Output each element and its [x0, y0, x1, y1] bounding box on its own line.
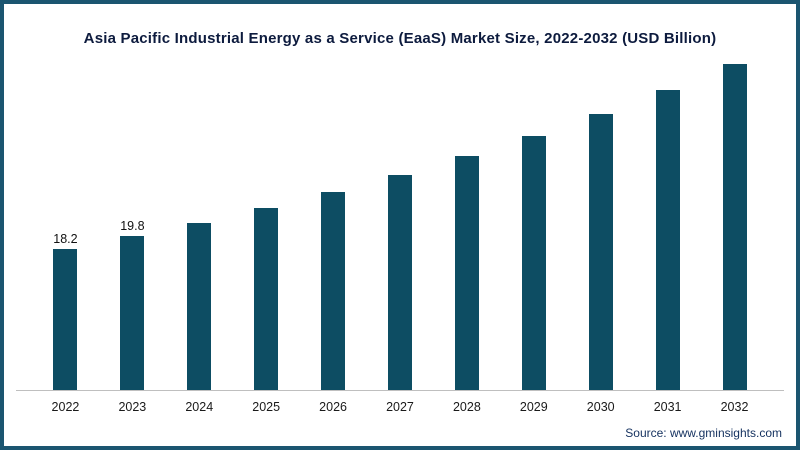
bar-column-2023: 19.8	[99, 56, 166, 390]
bar-column-2026	[300, 56, 367, 390]
x-tick-2031: 2031	[653, 400, 682, 414]
bar-2029	[521, 136, 546, 390]
bar-2032	[722, 64, 747, 390]
bar-column-2024	[166, 56, 233, 390]
bar-column-2032	[701, 56, 768, 390]
x-axis-tick-labels: 2022 2023 2024 2025 2026 2027 2028 2029 2030 2031…	[4, 400, 796, 414]
x-tick-2023: 2023	[118, 400, 147, 414]
bar-2026	[321, 192, 346, 390]
x-tick-2027: 2027	[386, 400, 414, 414]
bar-2022	[53, 249, 78, 390]
bar-2023	[120, 236, 145, 390]
bar-column-2031	[634, 56, 701, 390]
bar-2024	[187, 223, 212, 390]
x-axis-line	[16, 390, 784, 391]
x-tick-2028: 2028	[452, 400, 481, 414]
bar-column-2029	[500, 56, 567, 390]
x-tick-2026: 2026	[319, 400, 347, 414]
data-label-2022: 18.2	[53, 232, 78, 246]
bar-column-2025	[233, 56, 300, 390]
chart-title: Asia Pacific Industrial Energy as a Serv…	[83, 30, 717, 47]
plot-area: 18.2 19.8 2022 2023 2024 2025 2026 2027 2028 202…	[4, 56, 796, 414]
source-credit: Source: www.gminsights.com	[625, 426, 782, 440]
bar-column-2028	[433, 56, 500, 390]
x-tick-2022: 2022	[51, 400, 80, 414]
bar-2030	[588, 114, 613, 390]
bars-row: 18.2 19.8	[4, 56, 796, 390]
bar-2031	[655, 90, 680, 390]
bar-column-2030	[567, 56, 634, 390]
x-tick-2032: 2032	[720, 400, 749, 414]
x-tick-2025: 2025	[252, 400, 281, 414]
x-tick-2029: 2029	[519, 400, 548, 414]
data-label-2023: 19.8	[120, 219, 145, 233]
bar-2027	[387, 175, 412, 390]
bar-2028	[454, 156, 479, 390]
bar-column-2022: 18.2	[32, 56, 99, 390]
x-tick-2030: 2030	[586, 400, 615, 414]
x-tick-2024: 2024	[185, 400, 214, 414]
bar-2025	[254, 208, 279, 390]
bar-column-2027	[367, 56, 434, 390]
